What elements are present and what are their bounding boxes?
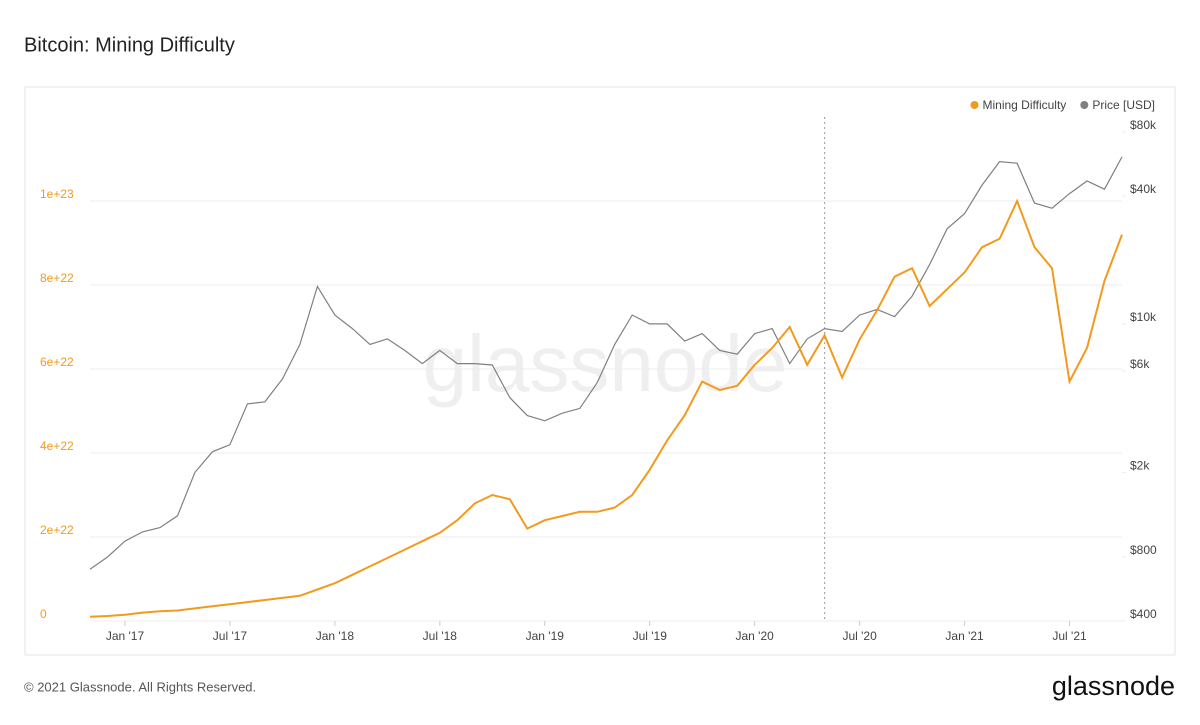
y2-tick-label: $80k: [1130, 118, 1157, 132]
series-line: [89, 156, 1123, 570]
legend-label: Price [USD]: [1092, 98, 1155, 112]
chart-title: Bitcoin: Mining Difficulty: [24, 34, 235, 56]
x-tick-label: Jul '18: [423, 629, 458, 643]
legend-swatch: [970, 101, 979, 109]
x-tick-label: Jan '18: [316, 629, 355, 643]
y-tick-label: 4e+22: [40, 439, 74, 453]
y-tick-label: 1e+23: [40, 187, 74, 201]
x-tick-label: Jul '21: [1052, 629, 1087, 643]
y2-tick-label: $2k: [1130, 459, 1150, 473]
copyright: © 2021 Glassnode. All Rights Reserved.: [24, 679, 256, 694]
y-tick-label: 0: [40, 607, 47, 621]
x-tick-label: Jan '19: [526, 629, 565, 643]
x-tick-label: Jan '21: [945, 629, 984, 643]
series-line: [89, 198, 1123, 618]
y2-tick-label: $40k: [1130, 182, 1157, 196]
y2-tick-label: $800: [1130, 543, 1157, 557]
brand-logo: glassnode: [1052, 671, 1175, 701]
y2-tick-label: $10k: [1130, 310, 1157, 324]
x-tick-label: Jul '20: [842, 629, 877, 643]
x-tick-label: Jul '19: [633, 629, 668, 643]
y-tick-label: 6e+22: [40, 355, 74, 369]
x-tick-label: Jan '20: [736, 629, 775, 643]
x-tick-label: Jul '17: [213, 629, 248, 643]
legend-label: Mining Difficulty: [983, 98, 1067, 112]
y-tick-label: 8e+22: [40, 271, 74, 285]
y2-tick-label: $400: [1130, 607, 1157, 621]
y-tick-label: 2e+22: [40, 523, 74, 537]
legend-swatch: [1080, 101, 1089, 109]
y2-tick-label: $6k: [1130, 357, 1150, 371]
watermark: glassnode: [423, 319, 788, 408]
x-tick-label: Jan '17: [106, 629, 145, 643]
plot-frame: [24, 86, 1176, 656]
